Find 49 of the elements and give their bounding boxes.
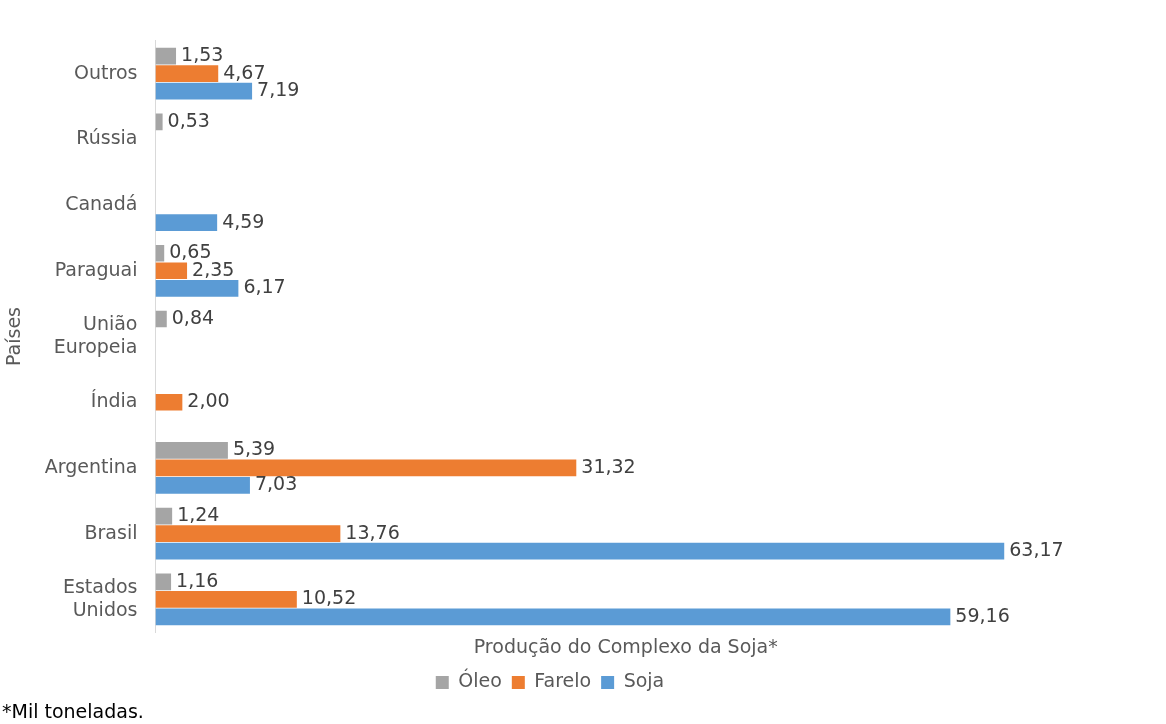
- y-tick-label: Rússia: [76, 126, 138, 149]
- bar: [155, 507, 173, 525]
- legend-label: Óleo: [458, 668, 502, 692]
- bar: [155, 525, 341, 542]
- y-tick-label: Brasil: [84, 520, 138, 543]
- bar: [155, 573, 172, 591]
- bar: [155, 47, 177, 65]
- legend-label: Farelo: [534, 669, 592, 692]
- x-axis-title: Produção do Complexo da Soja*: [473, 634, 778, 657]
- bar: [155, 214, 218, 231]
- bar: [155, 393, 183, 411]
- data-label: 4,59: [222, 209, 265, 232]
- data-label: 13,76: [345, 520, 400, 543]
- bar: [155, 477, 250, 494]
- bar: [155, 459, 577, 477]
- bar: [155, 310, 167, 328]
- y-tick-label: Índia: [90, 389, 138, 412]
- data-label: 59,16: [955, 603, 1010, 626]
- data-label: 31,32: [581, 454, 636, 477]
- data-label: 6,17: [243, 275, 286, 298]
- bar: [155, 262, 188, 280]
- data-label: 10,52: [301, 586, 357, 609]
- legend-label: Soja: [623, 669, 665, 692]
- data-label: 1,24: [177, 503, 220, 526]
- bar: [155, 442, 228, 459]
- text: *Mil toneladas.: [2, 700, 144, 722]
- data-label: 1,16: [176, 568, 219, 591]
- y-tick-label: Outros: [74, 60, 138, 83]
- bar: [155, 591, 297, 608]
- bar: [155, 279, 239, 297]
- data-label: 63,17: [1009, 538, 1064, 561]
- y-tick-label: Canadá: [65, 192, 138, 215]
- bar: [155, 542, 1005, 560]
- bar: [155, 65, 219, 82]
- data-label: 2,00: [187, 389, 230, 412]
- data-label: 7,03: [254, 472, 298, 495]
- y-tick-label: União Europeia: [53, 312, 138, 357]
- y-axis-title: Países: [2, 306, 25, 367]
- bar: [155, 113, 163, 131]
- bar: [155, 608, 951, 626]
- data-label: 1,53: [181, 43, 224, 66]
- y-tick-label: Paraguai: [54, 257, 138, 280]
- bar: [155, 244, 165, 262]
- data-label: 0,84: [171, 305, 215, 328]
- y-tick-label: Estados Unidos: [62, 574, 138, 620]
- y-tick-label: Argentina: [44, 454, 138, 477]
- bar: [155, 82, 253, 100]
- data-label: 0,53: [167, 108, 210, 131]
- data-label: 5,39: [232, 437, 276, 460]
